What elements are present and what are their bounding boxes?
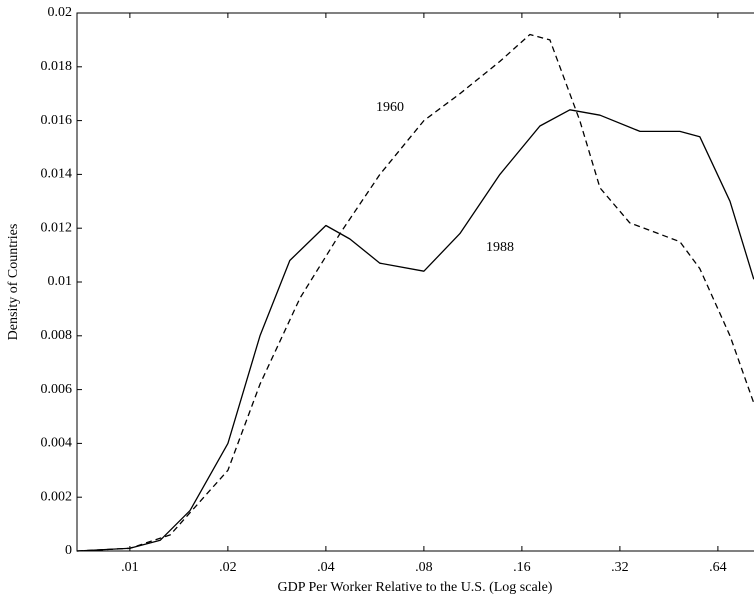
y-tick-label: 0.004 [41,436,73,451]
y-tick-label: 0.006 [41,382,73,397]
x-tick-label: .64 [709,560,727,575]
y-axis-label: Density of Countries [6,224,21,341]
x-tick-label: .01 [121,560,139,575]
y-tick-label: 0.014 [41,167,73,182]
y-tick-label: 0.008 [41,328,73,343]
y-tick-label: 0.01 [48,274,73,289]
y-tick-label: 0.018 [41,59,73,74]
y-tick-label: 0 [65,543,72,558]
density-line [76,33,754,552]
series-label: 1960 [376,100,404,115]
x-tick-label: .16 [513,560,531,575]
x-tick-label: .02 [219,560,237,575]
density-line [76,109,754,552]
x-tick-label: .32 [611,560,629,575]
series-label: 1988 [486,240,514,255]
plot-frame [76,12,754,552]
x-tick-label: .08 [415,560,433,575]
x-axis-label: GDP Per Worker Relative to the U.S. (Log… [278,580,553,595]
x-tick-label: .04 [317,560,335,575]
y-tick-label: 0.002 [41,489,73,504]
y-tick-label: 0.02 [48,5,73,20]
y-tick-label: 0.016 [41,113,73,128]
y-tick-label: 0.012 [41,220,73,235]
